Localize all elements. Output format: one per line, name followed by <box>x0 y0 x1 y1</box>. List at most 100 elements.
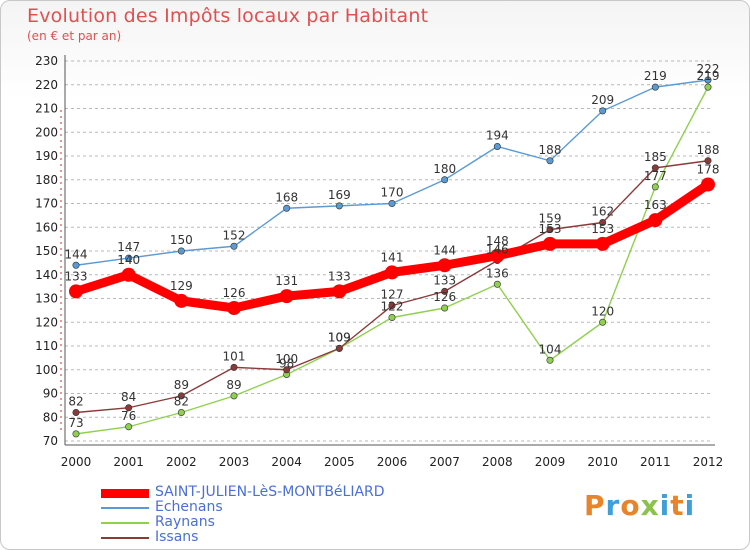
data-point <box>651 183 659 191</box>
legend-swatch <box>101 522 149 524</box>
data-label: 178 <box>697 163 720 177</box>
x-tick-label: 2009 <box>535 455 566 469</box>
y-tick-label: 210 <box>35 102 58 116</box>
logo-letter: i <box>684 489 696 522</box>
y-tick-label: 170 <box>35 197 58 211</box>
data-point <box>651 83 659 91</box>
data-point <box>230 363 238 371</box>
data-label: 180 <box>433 162 456 176</box>
data-point <box>177 408 185 416</box>
data-label: 144 <box>65 247 88 261</box>
y-tick-label: 220 <box>35 78 58 92</box>
data-point <box>599 219 607 227</box>
x-tick-label: 2001 <box>113 455 144 469</box>
data-point <box>648 213 663 228</box>
data-point <box>437 258 452 273</box>
data-point <box>704 83 712 91</box>
data-label: 219 <box>644 69 667 83</box>
y-tick-label: 180 <box>35 173 58 187</box>
data-point <box>595 236 610 251</box>
data-point <box>490 248 505 263</box>
data-label: 185 <box>644 150 667 164</box>
legend-item: Echenans <box>101 499 431 515</box>
data-point <box>227 301 241 315</box>
data-point <box>72 408 80 416</box>
y-tick-label: 230 <box>35 54 58 68</box>
data-point <box>543 236 557 251</box>
data-label: 89 <box>226 378 241 392</box>
data-point <box>704 76 712 84</box>
data-point <box>701 177 715 192</box>
data-point <box>546 157 554 165</box>
y-tick-label: 140 <box>35 268 58 282</box>
logo-letter: t <box>670 489 685 522</box>
data-label: 159 <box>539 212 562 226</box>
y-tick-label: 200 <box>35 125 58 139</box>
data-label: 122 <box>381 300 404 314</box>
logo-letter: P <box>584 489 606 522</box>
data-point <box>388 313 396 321</box>
logo-letter: x <box>640 489 660 522</box>
data-label: 188 <box>697 143 720 157</box>
data-point <box>599 318 607 326</box>
legend-swatch <box>101 537 149 539</box>
data-point <box>335 202 343 210</box>
data-point <box>599 107 607 115</box>
data-label: 76 <box>121 409 136 423</box>
data-label: 136 <box>486 266 509 280</box>
legend-item: SAINT-JULIEN-LèS-MONTBéLIARD <box>101 484 431 500</box>
data-label: 168 <box>275 190 298 204</box>
y-tick-label: 100 <box>35 363 58 377</box>
x-tick-label: 2010 <box>587 455 618 469</box>
data-label: 188 <box>539 143 562 157</box>
data-label: 141 <box>381 250 404 264</box>
data-label: 169 <box>328 188 351 202</box>
data-label: 100 <box>275 352 298 366</box>
legend-label: Issans <box>155 529 199 545</box>
data-point <box>230 242 238 250</box>
data-point <box>125 404 133 412</box>
x-tick-label: 2008 <box>482 455 513 469</box>
data-label: 129 <box>170 279 193 293</box>
y-tick-label: 130 <box>35 292 58 306</box>
data-point <box>441 176 449 184</box>
data-label: 104 <box>539 342 562 356</box>
series-layer <box>69 76 715 438</box>
data-point <box>69 284 83 299</box>
data-label: 146 <box>486 243 509 257</box>
line-chart: 7080901001101201301401501601701801902002… <box>35 54 724 469</box>
legend-label: Raynans <box>155 514 215 530</box>
data-label: 131 <box>275 274 298 288</box>
legend-label: Echenans <box>155 499 223 515</box>
data-label: 170 <box>381 186 404 200</box>
data-label: 98 <box>279 357 294 371</box>
data-label: 109 <box>328 330 351 344</box>
data-label: 73 <box>68 416 83 430</box>
data-label: 163 <box>644 198 667 212</box>
legend: SAINT-JULIEN-LèS-MONTBéLIARD Echenans Rayn… <box>101 484 431 545</box>
data-label: 162 <box>591 205 614 219</box>
y-tick-label: 90 <box>43 387 58 401</box>
x-tick-label: 2002 <box>166 455 197 469</box>
logo-letter: o <box>620 489 641 522</box>
data-point <box>441 287 449 295</box>
y-tick-label: 150 <box>35 244 58 258</box>
data-label: 194 <box>486 129 509 143</box>
x-tick-label: 2004 <box>271 455 302 469</box>
legend-swatch <box>101 489 149 498</box>
x-tick-label: 2012 <box>693 455 724 469</box>
y-tick-label: 80 <box>43 410 58 424</box>
data-point <box>125 254 133 262</box>
data-label: 133 <box>65 269 88 283</box>
data-label: 147 <box>117 240 140 254</box>
data-point <box>177 247 185 255</box>
x-tick-label: 2000 <box>61 455 92 469</box>
data-label: 177 <box>644 169 667 183</box>
data-point <box>230 392 238 400</box>
data-point <box>441 304 449 312</box>
logo-letter: r <box>605 489 621 522</box>
y-tick-label: 70 <box>43 434 58 448</box>
data-point <box>493 143 501 151</box>
